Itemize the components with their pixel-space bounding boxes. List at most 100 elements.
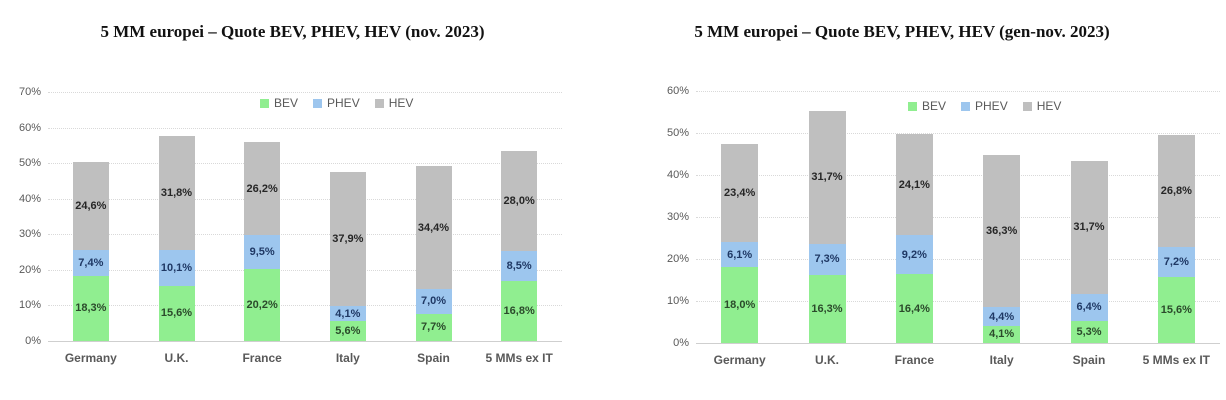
bar-segment-phev-spain [415, 288, 452, 314]
data-label-hev-italy: 37,9% [332, 233, 364, 246]
chart-panel-nov-2023: 5 MM europei – Quote BEV, PHEV, HEV (nov… [18, 22, 562, 365]
x-axis-line [696, 343, 1220, 344]
y-tick-label: 20% [666, 253, 689, 265]
gridline [696, 91, 1220, 92]
data-label-bev-france: 20,2% [246, 299, 278, 312]
bar-segment-bev-5-mms-ex-it [1157, 277, 1195, 343]
chart-title: 5 MM europei – Quote BEV, PHEV, HEV (gen… [694, 22, 1110, 41]
data-label-hev-u-k-: 31,8% [160, 187, 193, 200]
category-label-germany: Germany [64, 351, 117, 365]
data-label-phev-france: 9,2% [901, 248, 927, 261]
legend-label-hev: HEV [1036, 99, 1062, 113]
plot-area: 18,0% 6,1% 23,4% 16,3% 7,3% 31,7% 16,4% 9,2% 24,… [696, 91, 1220, 344]
bar-segment-hev-italy [329, 171, 366, 307]
bar-segment-hev-u-k- [158, 136, 195, 250]
data-label-hev-spain: 34,4% [417, 221, 450, 234]
gridline [48, 163, 562, 165]
gridline [696, 133, 1220, 134]
data-label-hev-5-mms-ex-it: 26,8% [1160, 184, 1192, 197]
plot-area: 18,3% 7,4% 24,6% 15,6% 10,1% 31,8% 20,2% 9,5% 26… [48, 92, 562, 342]
y-tick-label: 0% [25, 335, 41, 347]
y-tick-label: 40% [18, 192, 41, 205]
y-tick-label: 30% [666, 211, 689, 223]
hev-swatch-icon [374, 98, 384, 108]
data-label-bev-5-mms-ex-it: 15,6% [1160, 304, 1192, 317]
legend-label-hev: HEV [388, 96, 414, 110]
y-tick-label: 10% [18, 299, 41, 312]
gridline [48, 269, 562, 271]
gridline [48, 127, 562, 129]
y-tick-label: 10% [666, 295, 689, 307]
data-label-bev-germany: 18,0% [724, 299, 756, 312]
gridline [696, 217, 1220, 218]
bev-swatch-icon [260, 98, 269, 108]
bar-segment-hev-spain [1070, 160, 1108, 294]
phev-swatch-icon [961, 101, 971, 111]
y-tick-label: 0% [673, 337, 689, 349]
bar-segment-phev-germany [721, 241, 759, 268]
category-label-france: France [242, 351, 282, 365]
category-label-spain: Spain [417, 351, 450, 365]
y-tick-label: 50% [666, 127, 689, 139]
category-label-spain: Spain [1072, 353, 1106, 367]
data-label-hev-u-k-: 31,7% [811, 171, 843, 184]
legend-label-bev: BEV [274, 96, 299, 110]
gridline [696, 301, 1220, 302]
bar-segment-bev-5-mms-ex-it [501, 281, 538, 341]
bar-segment-phev-u-k- [808, 243, 846, 275]
bar-segment-hev-spain [415, 166, 452, 289]
category-label-italy: Italy [335, 351, 360, 365]
category-label-u-k-: U.K. [815, 353, 839, 367]
data-label-phev-italy: 4,1% [335, 307, 361, 320]
bar-segment-phev-france [244, 235, 281, 270]
bar-segment-phev-u-k- [158, 249, 195, 286]
chart-legend: BEV PHEV HEV [260, 96, 413, 110]
category-label-italy: Italy [989, 353, 1014, 367]
data-label-hev-germany: 24,6% [75, 199, 107, 212]
category-label-u-k-: U.K. [164, 351, 189, 365]
data-label-bev-spain: 5,3% [1076, 325, 1102, 338]
legend-item-bev: BEV [908, 99, 946, 113]
data-label-bev-italy: 5,6% [335, 325, 361, 338]
legend-item-phev: PHEV [313, 96, 360, 110]
bar-segment-phev-germany [72, 249, 109, 276]
bar-segment-phev-france [895, 235, 933, 275]
y-tick-label: 50% [18, 157, 41, 170]
x-axis-line [48, 341, 562, 342]
data-label-phev-france: 9,5% [249, 246, 275, 259]
bar-segment-phev-5-mms-ex-it [1157, 247, 1195, 278]
data-label-hev-5-mms-ex-it: 28,0% [503, 195, 535, 208]
data-label-bev-5-mms-ex-it: 16,8% [503, 305, 535, 318]
bar-segment-hev-italy [983, 154, 1021, 308]
gridline [48, 234, 562, 236]
data-label-bev-italy: 4,1% [989, 328, 1015, 341]
data-label-hev-germany: 23,4% [724, 186, 756, 199]
data-label-bev-u-k-: 16,3% [811, 302, 843, 315]
data-label-phev-u-k-: 7,3% [814, 253, 840, 266]
y-tick-label: 70% [18, 86, 41, 98]
bar-segment-hev-france [244, 142, 281, 236]
y-tick-label: 30% [18, 228, 41, 241]
data-label-phev-spain: 7,0% [420, 295, 447, 308]
data-label-hev-spain: 31,7% [1073, 221, 1105, 234]
data-label-bev-france: 16,4% [898, 302, 930, 315]
bar-segment-bev-italy [329, 321, 366, 341]
data-label-phev-u-k-: 10,1% [160, 261, 193, 274]
chart-legend: BEV PHEV HEV [908, 99, 1061, 113]
data-label-phev-5-mms-ex-it: 8,5% [506, 260, 532, 273]
hev-swatch-icon [1022, 101, 1032, 111]
bar-segment-phev-spain [1070, 293, 1108, 321]
bar-segment-phev-5-mms-ex-it [501, 251, 538, 282]
legend-label-bev: BEV [922, 99, 947, 113]
data-label-phev-germany: 6,1% [727, 248, 753, 261]
chart-title: 5 MM europei – Quote BEV, PHEV, HEV (nov… [100, 22, 485, 41]
bar-segment-hev-5-mms-ex-it [501, 151, 538, 251]
category-label-germany: Germany [713, 353, 766, 367]
bar-segment-phev-italy [329, 306, 366, 322]
bar-segment-hev-u-k- [808, 110, 846, 244]
y-tick-label: 60% [18, 121, 41, 134]
data-label-phev-5-mms-ex-it: 7,2% [1163, 256, 1189, 269]
bar-segment-bev-france [895, 274, 933, 343]
data-label-hev-italy: 36,3% [986, 225, 1018, 238]
